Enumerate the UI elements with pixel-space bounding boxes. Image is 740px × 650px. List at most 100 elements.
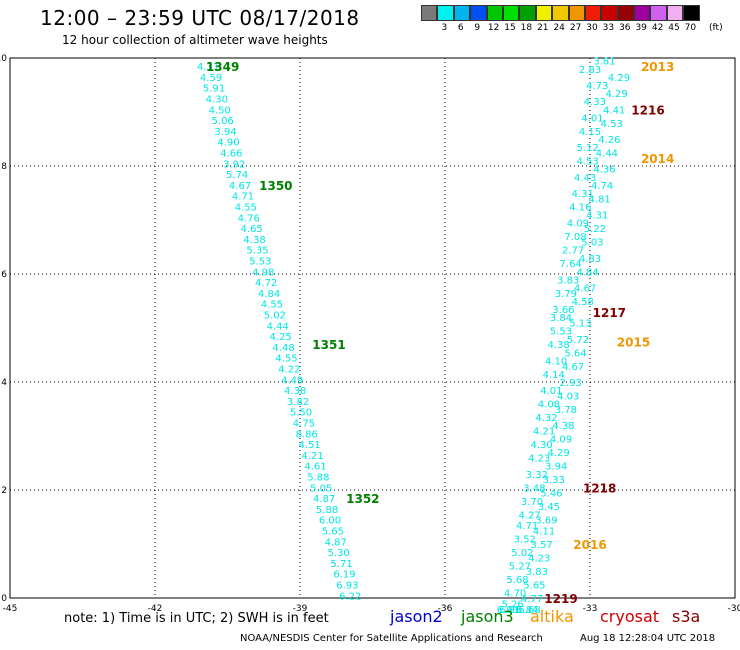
wave-height-value: 4.74 (591, 181, 613, 192)
wave-height-value: 4.50 (209, 105, 231, 116)
wave-height-value: 4.87 (313, 494, 335, 505)
wave-height-value: 6.19 (333, 570, 355, 581)
wave-height-value: 3.83 (526, 567, 548, 578)
wave-height-value: 5.35 (246, 246, 268, 257)
x-tick-label: -30 (728, 604, 740, 614)
wave-height-value: 4.43 (574, 173, 596, 184)
wave-height-value: 2.77 (562, 246, 584, 257)
scale-label: 9 (474, 23, 481, 33)
track-label: 2013 (641, 60, 674, 74)
scale-swatch (421, 5, 438, 21)
wave-height-value: 3.66 (552, 305, 574, 316)
wave-height-value: 4.10 (545, 356, 567, 367)
color-scale-legend (421, 5, 700, 21)
wave-height-value: 4.55 (275, 354, 297, 365)
wave-height-value: 4.53 (576, 157, 598, 168)
scale-swatch (601, 5, 618, 21)
scale-label: 39 (635, 23, 647, 33)
scale-swatch (650, 5, 667, 21)
wave-height-value: 4.23 (528, 554, 550, 565)
wave-height-value: 4.09 (567, 219, 589, 230)
wave-height-value: 4.71 (232, 192, 254, 203)
wave-height-value: 4.09 (550, 435, 572, 446)
wave-height-value: 4.61 (304, 462, 326, 473)
footer-credit: NOAA/NESDIS Center for Satellite Applica… (240, 633, 543, 644)
wave-height-value: 4.01 (540, 386, 562, 397)
page-subtitle: 12 hour collection of altimeter wave hei… (62, 33, 328, 47)
wave-height-value: 4.70 (504, 589, 526, 600)
wave-height-value: 4.14 (543, 370, 565, 381)
wave-height-value: 4.83 (579, 254, 601, 265)
y-tick-label: 4 (1, 378, 7, 388)
wave-height-value: 4.76 (238, 213, 260, 224)
wave-height-value: 4.33 (584, 97, 606, 108)
wave-height-value: 4.71 (516, 521, 538, 532)
wave-height-value: 4.21 (533, 427, 555, 438)
wave-height-value: 5.46 (540, 489, 562, 500)
wave-height-value: 3.33 (543, 475, 565, 486)
wave-height-value: 5.65 (322, 527, 344, 538)
wave-height-value: 3.92 (223, 159, 245, 170)
scale-label: 18 (520, 23, 533, 33)
wave-height-value: 5.88 (316, 505, 338, 516)
wave-height-value: 6.00 (319, 516, 341, 527)
wave-height-value: 4.58 (572, 297, 594, 308)
wave-height-value: 5.72 (567, 335, 589, 346)
track-label: 1219 (544, 592, 577, 606)
wave-height-value: 4.23 (528, 454, 550, 465)
wave-height-value: 4.30 (206, 95, 228, 106)
scale-label: 27 (569, 23, 582, 33)
wave-height-value: 4.31 (572, 189, 594, 200)
wave-height-value: 4.67 (229, 181, 251, 192)
x-tick-label: -39 (293, 604, 308, 614)
wave-height-value: 4.59 (200, 73, 222, 84)
wave-height-value: 5.02 (264, 311, 286, 322)
scale-swatch (617, 5, 635, 21)
wave-height-value: 5.30 (328, 548, 350, 559)
wave-height-value: 4.66 (220, 149, 242, 160)
wave-height-value: 4.16 (569, 203, 591, 214)
wave-height-value: 5.22 (584, 224, 606, 235)
wave-height-value: 4.48 (272, 343, 294, 354)
wave-height-value: 4.11 (533, 527, 555, 538)
wave-height-value: 3.94 (545, 462, 567, 473)
wave-height-value: 4.41 (603, 105, 625, 116)
wave-height-value: 5.88 (307, 473, 329, 484)
satellite-label-cryosat: cryosat (600, 607, 660, 626)
wave-height-value: 4.55 (235, 203, 257, 214)
wave-height-value: 3.78 (555, 405, 577, 416)
wave-height-value: 4.87 (325, 537, 347, 548)
wave-height-value: 5.26 (502, 599, 524, 610)
track-label: 1350 (259, 179, 292, 193)
track-label: 1351 (312, 338, 345, 352)
wave-height-value: 4.67 (574, 284, 596, 295)
scale-label: 12 (487, 23, 500, 33)
wave-height-value: 4.75 (293, 419, 315, 430)
scale-swatch (683, 5, 700, 21)
wave-height-value: 4.15 (579, 127, 601, 138)
footer-timestamp: Aug 18 12:28:04 UTC 2018 (580, 633, 716, 644)
scale-swatch (453, 5, 471, 21)
wave-height-value: 4.55 (261, 300, 283, 311)
track-label: 2014 (641, 152, 674, 166)
scale-swatch (552, 5, 569, 21)
wave-height-value: 4.67 (562, 362, 584, 373)
scale-swatch (519, 5, 536, 21)
satellite-label-s3a: s3a (672, 607, 701, 626)
wave-height-value: 4.38 (547, 340, 569, 351)
wave-height-value: 4.72 (255, 278, 277, 289)
scale-label: 6 (457, 23, 464, 33)
wave-height-value: 6.93 (336, 581, 358, 592)
wave-height-value: 5.65 (523, 581, 545, 592)
scale-swatch (535, 5, 553, 21)
wave-height-value: 4.38 (284, 386, 306, 397)
scale-label: 42 (651, 23, 664, 33)
wave-height-value: 5.68 (506, 575, 528, 586)
wave-height-value: 4.21 (301, 451, 323, 462)
wave-height-value: 3.84 (550, 313, 572, 324)
y-tick-label: 8 (1, 162, 7, 172)
x-tick-label: -33 (583, 604, 598, 614)
wave-height-value: 3.94 (214, 127, 236, 138)
wave-height-value: 3.79 (555, 289, 577, 300)
